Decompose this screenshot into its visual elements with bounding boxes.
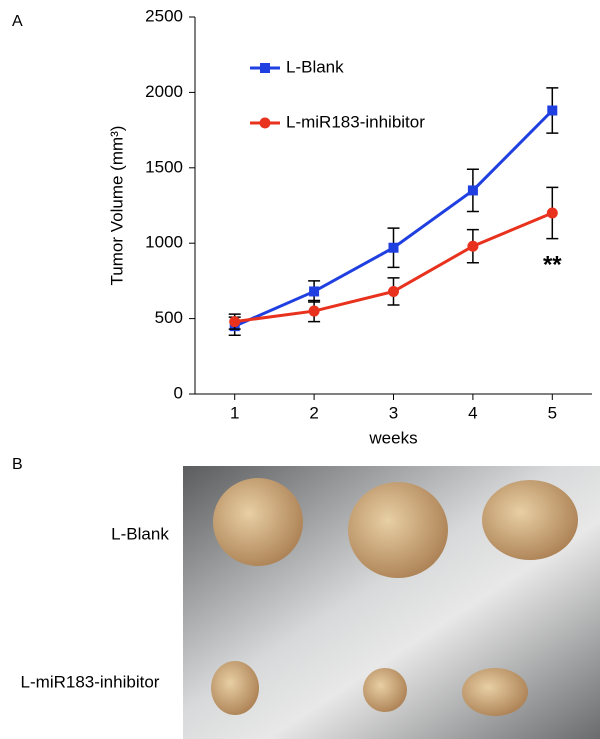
row-label: L-Blank <box>111 524 169 543</box>
x-tick-label: 2 <box>309 403 318 422</box>
tumor <box>348 482 448 578</box>
data-point <box>467 185 478 196</box>
legend-label: L-Blank <box>286 57 344 76</box>
data-point <box>388 242 399 253</box>
data-point <box>467 240 479 252</box>
panel-label: A <box>12 13 23 30</box>
tumor <box>363 668 407 712</box>
y-tick-label: 500 <box>155 308 183 327</box>
y-tick-label: 2500 <box>145 6 183 25</box>
data-point <box>309 286 320 297</box>
x-tick-label: 5 <box>548 403 557 422</box>
annotation: ** <box>543 251 562 278</box>
x-axis-label: weeks <box>368 428 417 447</box>
x-tick-label: 1 <box>230 403 239 422</box>
legend-label: L-miR183-inhibitor <box>286 112 425 131</box>
data-point <box>308 305 320 317</box>
data-point <box>547 105 558 116</box>
data-point <box>229 316 241 328</box>
tumor <box>211 661 259 715</box>
y-axis-label: Tumor Volume (mm³) <box>107 126 126 286</box>
legend-marker <box>259 117 271 129</box>
photo <box>183 466 600 739</box>
panel-label: B <box>12 456 23 473</box>
legend-marker <box>260 63 270 73</box>
y-tick-label: 1500 <box>145 157 183 176</box>
y-tick-label: 2000 <box>145 82 183 101</box>
x-tick-label: 4 <box>468 403 477 422</box>
tumor <box>213 478 303 566</box>
data-point <box>388 285 399 297</box>
tumor <box>462 668 528 716</box>
tumor <box>482 480 578 560</box>
x-tick-label: 3 <box>389 403 398 422</box>
y-tick-label: 0 <box>174 383 183 402</box>
row-label: L-miR183-inhibitor <box>21 672 160 691</box>
y-tick-label: 1000 <box>145 233 183 252</box>
data-point <box>546 207 558 219</box>
